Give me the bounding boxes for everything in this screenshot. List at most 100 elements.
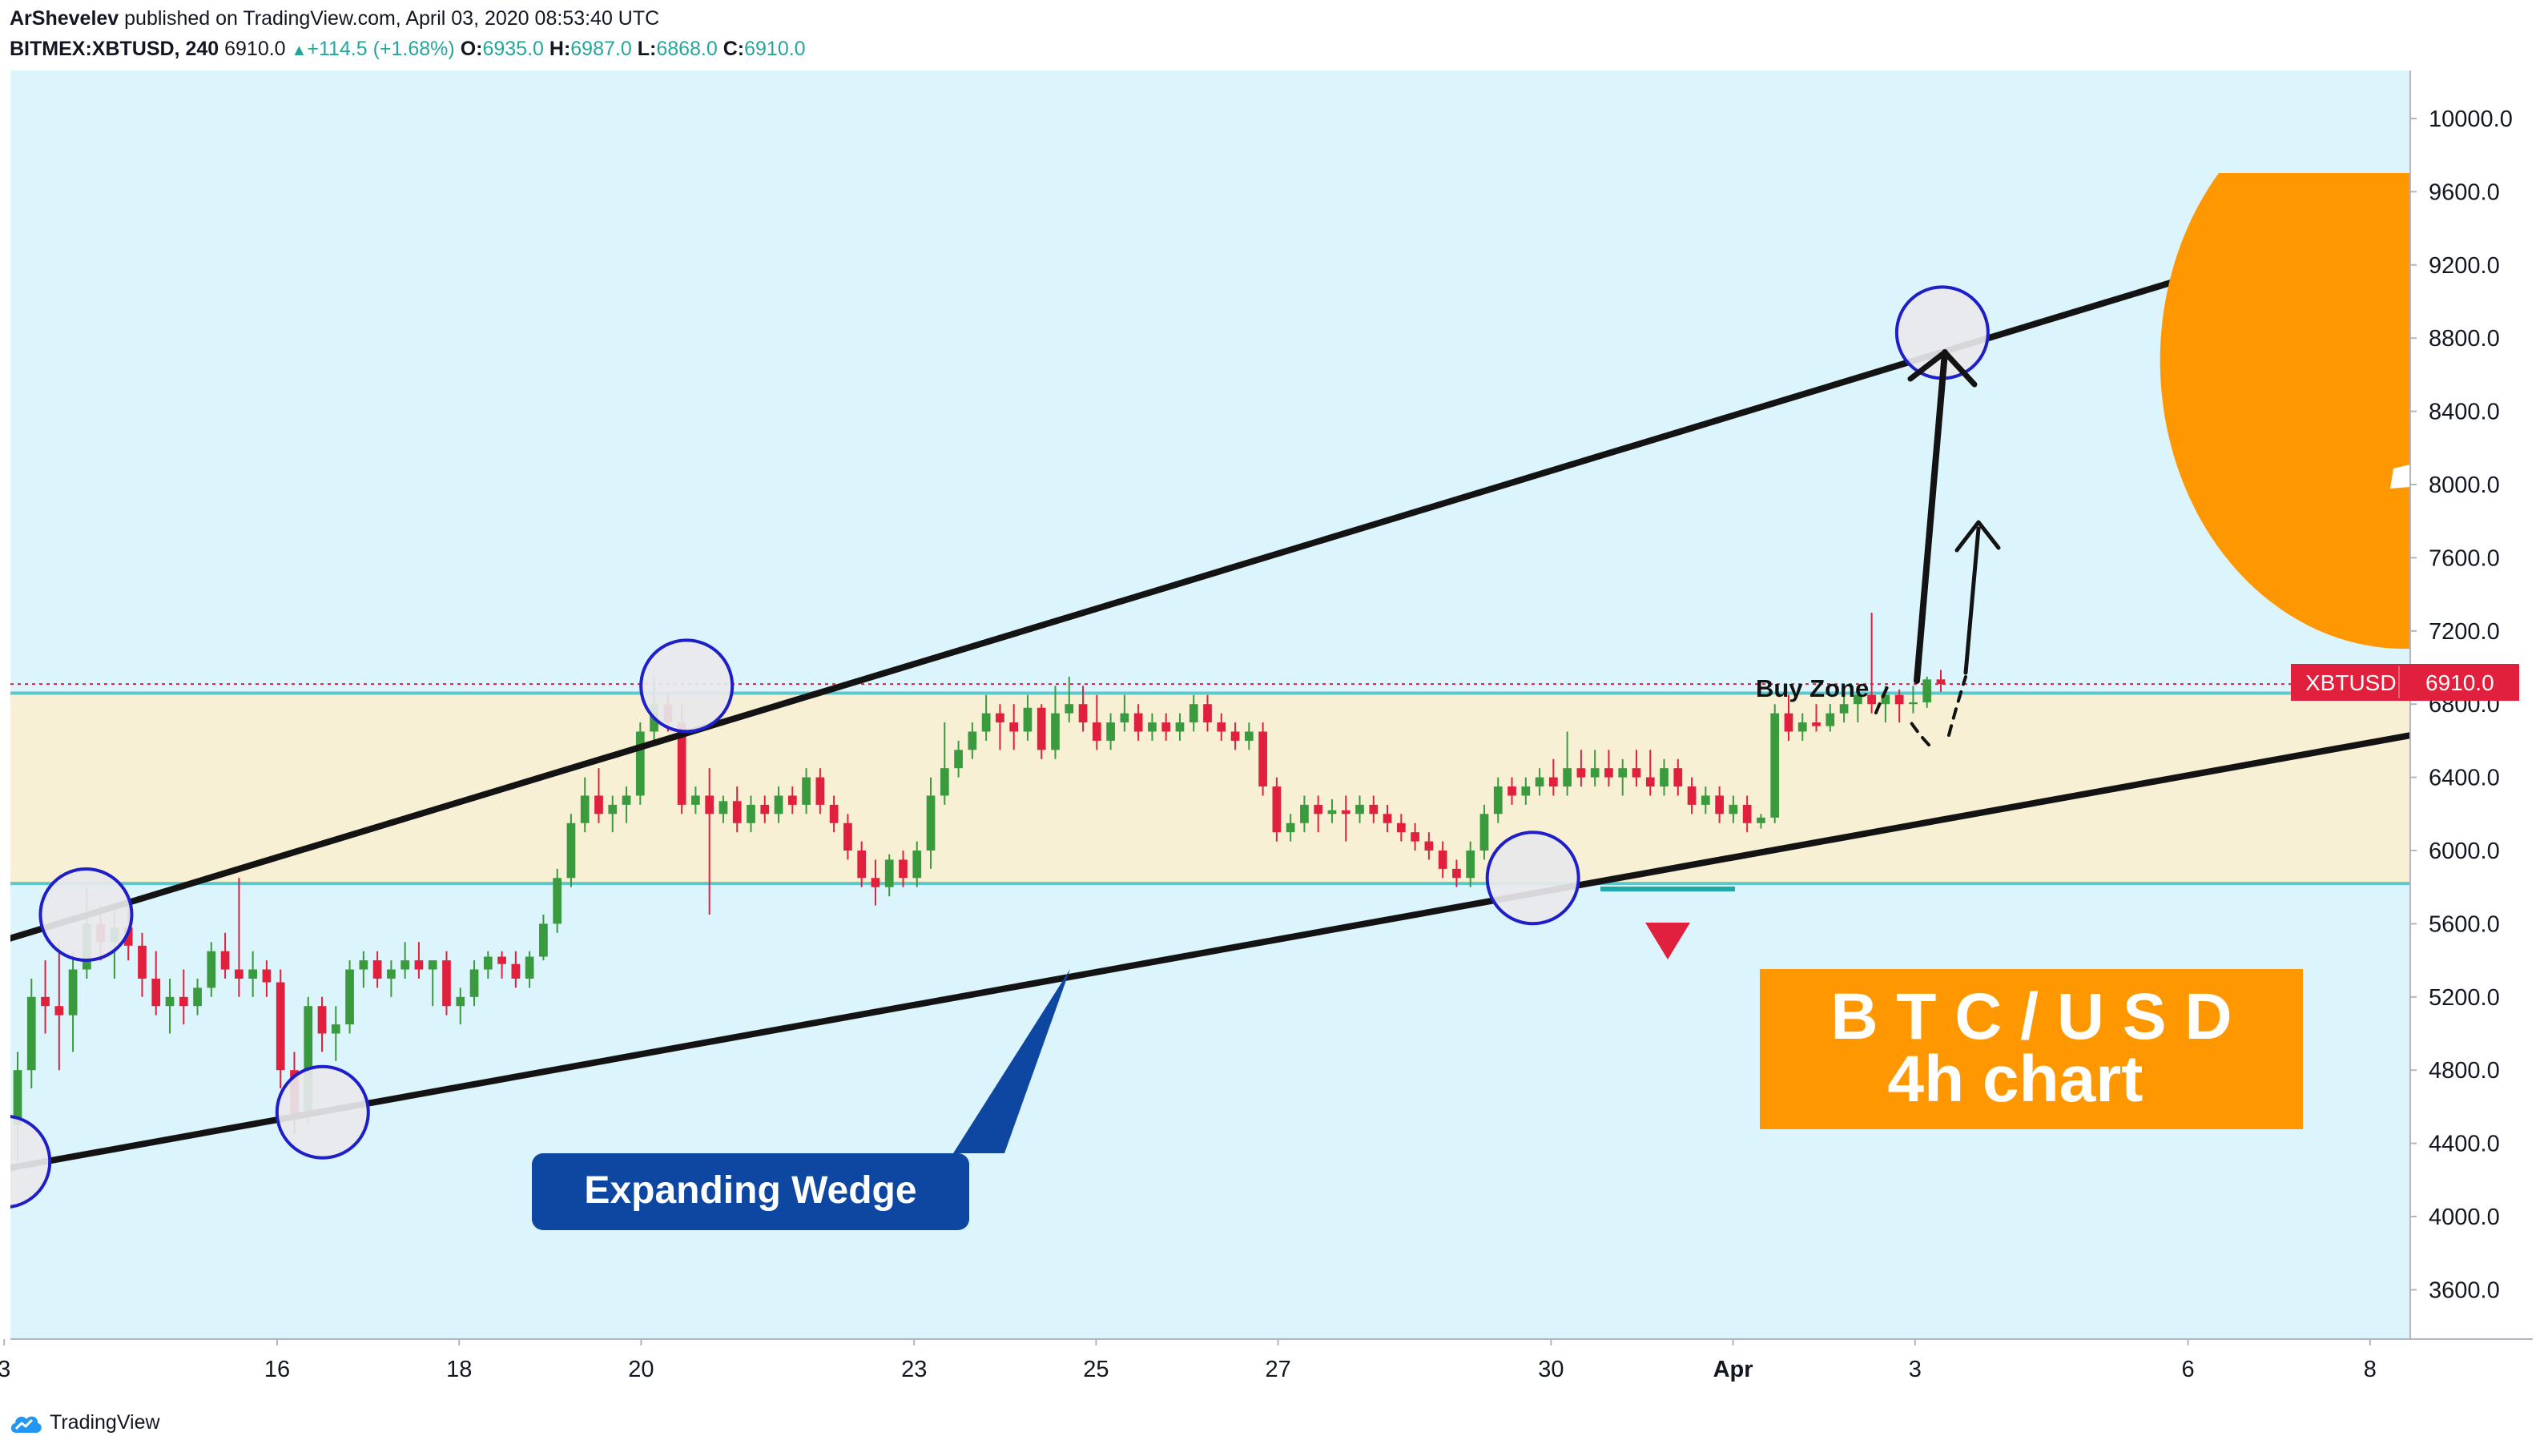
candle[interactable] xyxy=(1452,859,1461,887)
candle[interactable] xyxy=(1369,795,1379,823)
candle[interactable] xyxy=(774,786,783,823)
candle[interactable] xyxy=(1936,670,1946,692)
candle[interactable] xyxy=(539,914,548,961)
candle[interactable] xyxy=(41,960,50,1034)
price-axis[interactable]: 10000.0 9600.0 9200.0 8800.0 8400.0 8000.0 760… xyxy=(2410,107,2513,1303)
candle[interactable] xyxy=(1148,713,1157,741)
author-name[interactable]: ArShevelev xyxy=(10,7,119,30)
candle[interactable] xyxy=(871,859,880,906)
candle[interactable] xyxy=(1687,777,1697,814)
candle[interactable] xyxy=(1521,777,1531,805)
candle[interactable] xyxy=(26,978,36,1089)
tradingview-brand[interactable]: TradingView xyxy=(50,1411,160,1434)
candle[interactable] xyxy=(179,969,188,1025)
candle[interactable] xyxy=(622,786,631,823)
candle[interactable] xyxy=(802,768,811,814)
candle[interactable] xyxy=(372,951,382,988)
candle[interactable] xyxy=(1175,713,1185,741)
candle[interactable] xyxy=(387,960,396,997)
candle[interactable] xyxy=(1839,686,1849,723)
candle[interactable] xyxy=(566,814,576,887)
candle[interactable] xyxy=(1825,704,1835,732)
candle[interactable] xyxy=(1037,704,1046,759)
candle[interactable] xyxy=(996,704,1004,750)
candle[interactable] xyxy=(1327,799,1337,823)
candle[interactable] xyxy=(1715,786,1724,823)
candle[interactable] xyxy=(1466,841,1475,887)
wedge-upper-trendline[interactable] xyxy=(4,170,2542,942)
candle[interactable] xyxy=(1438,841,1447,879)
candle[interactable] xyxy=(1535,768,1544,796)
candle[interactable] xyxy=(1645,750,1655,796)
candle[interactable] xyxy=(899,851,908,887)
candle[interactable] xyxy=(1120,694,1129,732)
candle[interactable] xyxy=(1742,795,1752,833)
wedge-lower-trendline[interactable] xyxy=(4,711,2542,1172)
candle[interactable] xyxy=(401,942,410,979)
candle[interactable] xyxy=(580,777,590,833)
candle[interactable] xyxy=(317,996,327,1052)
candle[interactable] xyxy=(1632,750,1641,787)
candle[interactable] xyxy=(442,951,451,1016)
candle[interactable] xyxy=(815,768,825,814)
candle[interactable] xyxy=(1909,686,1918,714)
candle[interactable] xyxy=(1922,676,1932,708)
candle[interactable] xyxy=(1051,686,1060,759)
candle[interactable] xyxy=(1770,704,1780,823)
candle[interactable] xyxy=(497,951,506,979)
candle[interactable] xyxy=(1396,814,1406,842)
candle[interactable] xyxy=(1618,758,1628,796)
candle[interactable] xyxy=(1797,713,1807,741)
candle[interactable] xyxy=(248,951,258,997)
candle[interactable] xyxy=(608,795,618,833)
time-axis[interactable]: 3 16 18 20 23 25 27 30 Apr 3 6 8 xyxy=(0,1339,2377,1382)
candle[interactable] xyxy=(1258,722,1267,796)
candle[interactable] xyxy=(1563,731,1572,796)
candle[interactable] xyxy=(1383,804,1392,833)
candle[interactable] xyxy=(912,841,922,887)
candle[interactable] xyxy=(1314,795,1323,833)
candle[interactable] xyxy=(1203,694,1212,732)
candle[interactable] xyxy=(1576,750,1586,787)
candle[interactable] xyxy=(1230,722,1240,750)
candle[interactable] xyxy=(926,777,936,869)
candle[interactable] xyxy=(54,942,64,1071)
candle[interactable] xyxy=(1673,758,1683,796)
candle[interactable] xyxy=(1424,832,1434,860)
candle[interactable] xyxy=(968,722,977,759)
candle[interactable] xyxy=(359,951,368,988)
symbol-label[interactable]: BITMEX:XBTUSD, 240 xyxy=(10,38,219,60)
candle[interactable] xyxy=(553,868,562,933)
candle[interactable] xyxy=(732,786,742,833)
candle[interactable] xyxy=(1812,704,1821,732)
candle[interactable] xyxy=(1604,750,1613,787)
candle[interactable] xyxy=(1092,694,1101,750)
candle[interactable] xyxy=(1286,814,1295,842)
candle[interactable] xyxy=(787,786,797,814)
candle[interactable] xyxy=(1189,694,1198,732)
candle[interactable] xyxy=(1784,694,1793,741)
candle[interactable] xyxy=(1867,612,1876,714)
candle[interactable] xyxy=(760,795,770,823)
candle[interactable] xyxy=(1590,750,1600,787)
candle[interactable] xyxy=(1660,758,1668,796)
candle[interactable] xyxy=(1300,795,1309,833)
candle[interactable] xyxy=(857,841,867,887)
candle[interactable] xyxy=(1009,704,1019,750)
candle[interactable] xyxy=(193,978,202,1016)
candle[interactable] xyxy=(220,932,230,979)
candle[interactable] xyxy=(68,951,78,1052)
candle[interactable] xyxy=(1701,786,1710,814)
candle[interactable] xyxy=(594,768,603,823)
candle[interactable] xyxy=(262,960,272,997)
candle[interactable] xyxy=(207,942,216,997)
candle[interactable] xyxy=(331,1006,340,1061)
candle[interactable] xyxy=(1244,722,1254,750)
candle[interactable] xyxy=(511,951,521,988)
candle[interactable] xyxy=(1023,694,1032,741)
candle[interactable] xyxy=(843,814,852,860)
candle[interactable] xyxy=(414,942,424,979)
candle[interactable] xyxy=(1411,823,1419,851)
candle[interactable] xyxy=(954,740,963,778)
candle[interactable] xyxy=(1548,758,1558,796)
